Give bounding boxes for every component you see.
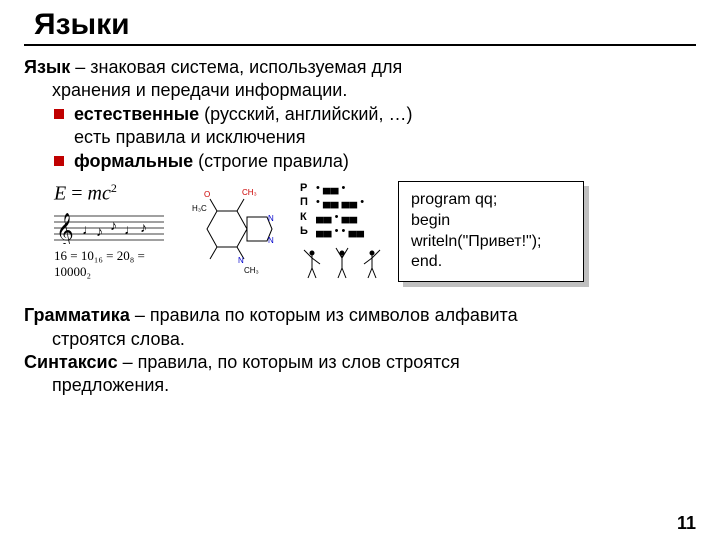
svg-text:N: N (268, 214, 274, 223)
svg-text:♪: ♪ (110, 217, 117, 233)
code-l3: writeln("Привет!"); (411, 232, 571, 253)
svg-text:CH₃: CH₃ (242, 188, 257, 197)
bullet1-bold: естественные (74, 104, 199, 124)
svg-text:♪: ♪ (96, 223, 103, 239)
bullet2-rest: (строгие правила) (193, 151, 349, 171)
bullet-icon (54, 156, 64, 166)
definition-language: Язык – знаковая система, используемая дл… (24, 56, 696, 103)
svg-text:CH₃: CH₃ (244, 266, 259, 275)
morse-l: П (300, 195, 310, 209)
def-text-2b: строятся слова. (24, 328, 696, 351)
svg-text:♩: ♩ (82, 221, 96, 237)
chemical-structure-icon: O CH₃ H₃C N N N CH₃ (182, 181, 292, 281)
bullet1-line2: есть правила и исключения (74, 126, 696, 149)
def-text-3a: – правила, по которым из слов строятся (118, 352, 460, 372)
morse-l: К (300, 210, 310, 224)
term-syntax: Синтаксис (24, 352, 118, 372)
bullet1-rest: (русский, английский, …) (199, 104, 412, 124)
code-l1: program qq; (411, 190, 571, 211)
f-a: E (54, 183, 66, 205)
bullet2-bold: формальные (74, 151, 193, 171)
f-eq: = (66, 183, 87, 205)
def-text-3b: предложения. (24, 374, 696, 397)
page-number: 11 (677, 513, 696, 534)
morse-c: • ▄▄ ▄▄ • (316, 195, 364, 209)
code-example: program qq; begin writeln("Привет!"); en… (398, 181, 584, 282)
f-sup: 2 (111, 181, 117, 195)
svg-text:♪: ♪ (140, 219, 147, 235)
music-staff-icon: 𝄞 ♩ ♪ ♪ ♩ ♪ (54, 210, 164, 244)
svg-text:H₃C: H₃C (192, 204, 207, 213)
svg-text:N: N (238, 256, 244, 265)
formula-bases: 16 = 10₁₆ = 20₈ = 10000₂ (54, 248, 174, 280)
code-l4: end. (411, 252, 571, 273)
morse-l: Р (300, 181, 310, 195)
def-text-1a: – знаковая система, используемая для (70, 57, 402, 77)
slide-title: Языки (24, 8, 696, 46)
bullet-formal: формальные (строгие правила) (24, 150, 696, 173)
def-text-1b: хранения и передачи информации. (24, 79, 696, 102)
f-b: mc (88, 183, 111, 205)
code-l2: begin (411, 211, 571, 232)
bullet-icon (54, 109, 64, 119)
svg-text:𝄞: 𝄞 (56, 213, 74, 244)
morse-c: ▄▄ • • ▄▄ (316, 224, 364, 238)
term-grammar: Грамматика (24, 305, 130, 325)
def-text-2a: – правила по которым из символов алфавит… (130, 305, 518, 325)
definition-syntax: Синтаксис – правила, по которым из слов … (24, 351, 696, 398)
svg-text:O: O (204, 190, 210, 199)
definition-grammar: Грамматика – правила по которым из симво… (24, 304, 696, 351)
formula-emc2: E = mc2 (54, 181, 174, 206)
example-figures: E = mc2 𝄞 ♩ ♪ ♪ ♩ ♪ 16 = 10₁₆ = 20₈ = 10… (54, 181, 696, 290)
morse-table: Р • ▄▄ • П • ▄▄ ▄▄ • К ▄▄ • ▄▄ Ь ▄▄ • • ▄▄ (300, 181, 390, 238)
term-language: Язык (24, 57, 70, 77)
svg-text:♩: ♩ (124, 221, 138, 237)
morse-l: Ь (300, 224, 310, 238)
svg-text:N: N (268, 236, 274, 245)
morse-c: ▄▄ • ▄▄ (316, 210, 357, 224)
bullet-natural: естественные (русский, английский, …) ес… (24, 103, 696, 150)
morse-c: • ▄▄ • (316, 181, 345, 195)
semaphore-icon (300, 242, 390, 290)
